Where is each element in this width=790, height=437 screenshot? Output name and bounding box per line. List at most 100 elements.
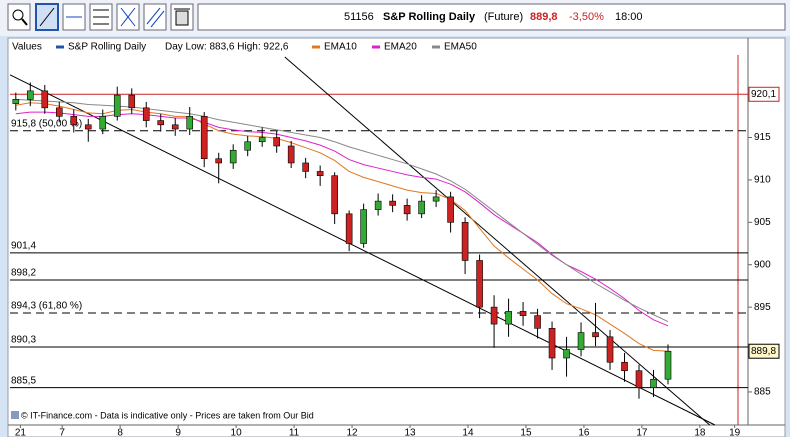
instrument-name: S&P Rolling Daily: [383, 11, 476, 23]
chart-panel: [7, 37, 786, 437]
candle-body: [99, 116, 107, 130]
candle-body: [418, 200, 425, 215]
candle-body: [621, 361, 628, 372]
level-label: 915,8 (50,00 %): [11, 118, 82, 129]
candle-body: [447, 196, 454, 223]
candle-body: [606, 336, 614, 363]
instrument-id: 51156: [344, 11, 374, 23]
channel-tool-button[interactable]: [143, 3, 167, 31]
level-axis-label: 920,1: [751, 89, 776, 100]
candle-body: [128, 94, 136, 109]
candle-body: [592, 332, 599, 338]
last-price-box: [748, 343, 780, 359]
candle-body: [273, 137, 280, 147]
candle-body: [635, 370, 643, 388]
ema-line: [15, 98, 669, 322]
candle-body: [650, 378, 657, 388]
candle-body: [258, 137, 266, 143]
candle-body: [287, 145, 295, 164]
instrument-kind: (Future): [484, 11, 523, 23]
candle-body: [113, 94, 121, 117]
y-tick-label: 885: [754, 387, 771, 398]
x-tick-label: 12: [346, 428, 358, 437]
x-tick-label: 21: [15, 428, 27, 437]
candle-body: [157, 120, 165, 126]
candle-body: [345, 213, 353, 244]
x-tick-label: 15: [520, 428, 532, 437]
footer: © IT-Finance.com - Data is indicative on…: [21, 410, 314, 420]
candle-body: [26, 90, 34, 100]
candle-body: [84, 124, 92, 130]
zoom-button[interactable]: [7, 3, 31, 31]
candle-body: [374, 200, 382, 210]
candle-body: [142, 107, 150, 121]
quote-time: 18:00: [615, 11, 643, 23]
candle-body: [505, 311, 512, 325]
candle-body: [577, 332, 585, 350]
y-tick-label: 900: [754, 259, 771, 270]
candle-body: [563, 349, 570, 359]
header-box: [197, 3, 786, 31]
last-price-label: 889,8: [751, 346, 776, 357]
x-tick-label: 18: [694, 428, 706, 437]
footer-icon: [11, 411, 19, 419]
level-label: 885,5: [11, 375, 36, 386]
x-tick-label: 13: [404, 428, 416, 437]
toolbar-buttons: [7, 3, 194, 31]
legend-label: EMA50: [444, 42, 477, 53]
y-tick-label: 895: [754, 302, 771, 313]
x-tick-label: 19: [729, 428, 741, 437]
day-range: Day Low: 883,6 High: 922,6: [165, 42, 289, 53]
ema-line: [15, 102, 669, 352]
level-label: 894,3 (61,80 %): [11, 301, 82, 312]
candle-body: [215, 158, 223, 164]
candle-body: [229, 149, 237, 164]
price-change: -3,50%: [569, 11, 604, 23]
legend-label: EMA20: [384, 42, 417, 53]
candle-body: [186, 116, 194, 130]
candle-body: [461, 222, 469, 261]
candle-body: [519, 311, 527, 316]
candle-body: [200, 116, 208, 160]
legend-label: EMA10: [324, 42, 357, 53]
level-label: 901,4: [11, 240, 36, 251]
candle-body: [476, 260, 483, 308]
candle-body: [55, 107, 63, 117]
x-tick-label: 16: [578, 428, 590, 437]
candle-body: [360, 209, 367, 244]
candle-body: [432, 196, 440, 202]
candle-body: [664, 350, 672, 380]
y-tick-label: 915: [754, 132, 771, 143]
candle-body: [548, 328, 556, 359]
candle-body: [490, 306, 498, 325]
candle-body: [12, 99, 20, 104]
candle-body: [302, 162, 309, 172]
candle-body: [171, 124, 179, 130]
trendline: [284, 56, 711, 426]
x-tick-label: 9: [175, 428, 181, 437]
level-label: 898,2: [11, 268, 36, 279]
x-tick-label: 17: [636, 428, 648, 437]
legend-title: Values: [12, 42, 42, 53]
legend-label: S&P Rolling Daily: [68, 42, 146, 53]
candle-body: [389, 200, 396, 206]
y-tick-label: 905: [754, 217, 771, 228]
candle-body: [316, 171, 324, 176]
candle-body: [244, 141, 251, 151]
candle-body: [534, 315, 541, 329]
x-tick-label: 8: [117, 428, 123, 437]
trendline: [9, 74, 716, 426]
x-tick-label: 14: [462, 428, 474, 437]
x-tick-label: 10: [231, 428, 243, 437]
candle-body: [41, 90, 49, 109]
candle-body: [331, 175, 338, 215]
level-axis-box: [748, 86, 780, 102]
candle-body: [70, 116, 78, 126]
x-tick-label: 7: [59, 428, 65, 437]
level-label: 890,3: [11, 335, 36, 346]
y-tick-label: 910: [754, 175, 771, 186]
x-tick-label: 11: [289, 428, 300, 437]
last-price: 889,8: [530, 11, 558, 23]
candle-body: [403, 205, 411, 215]
